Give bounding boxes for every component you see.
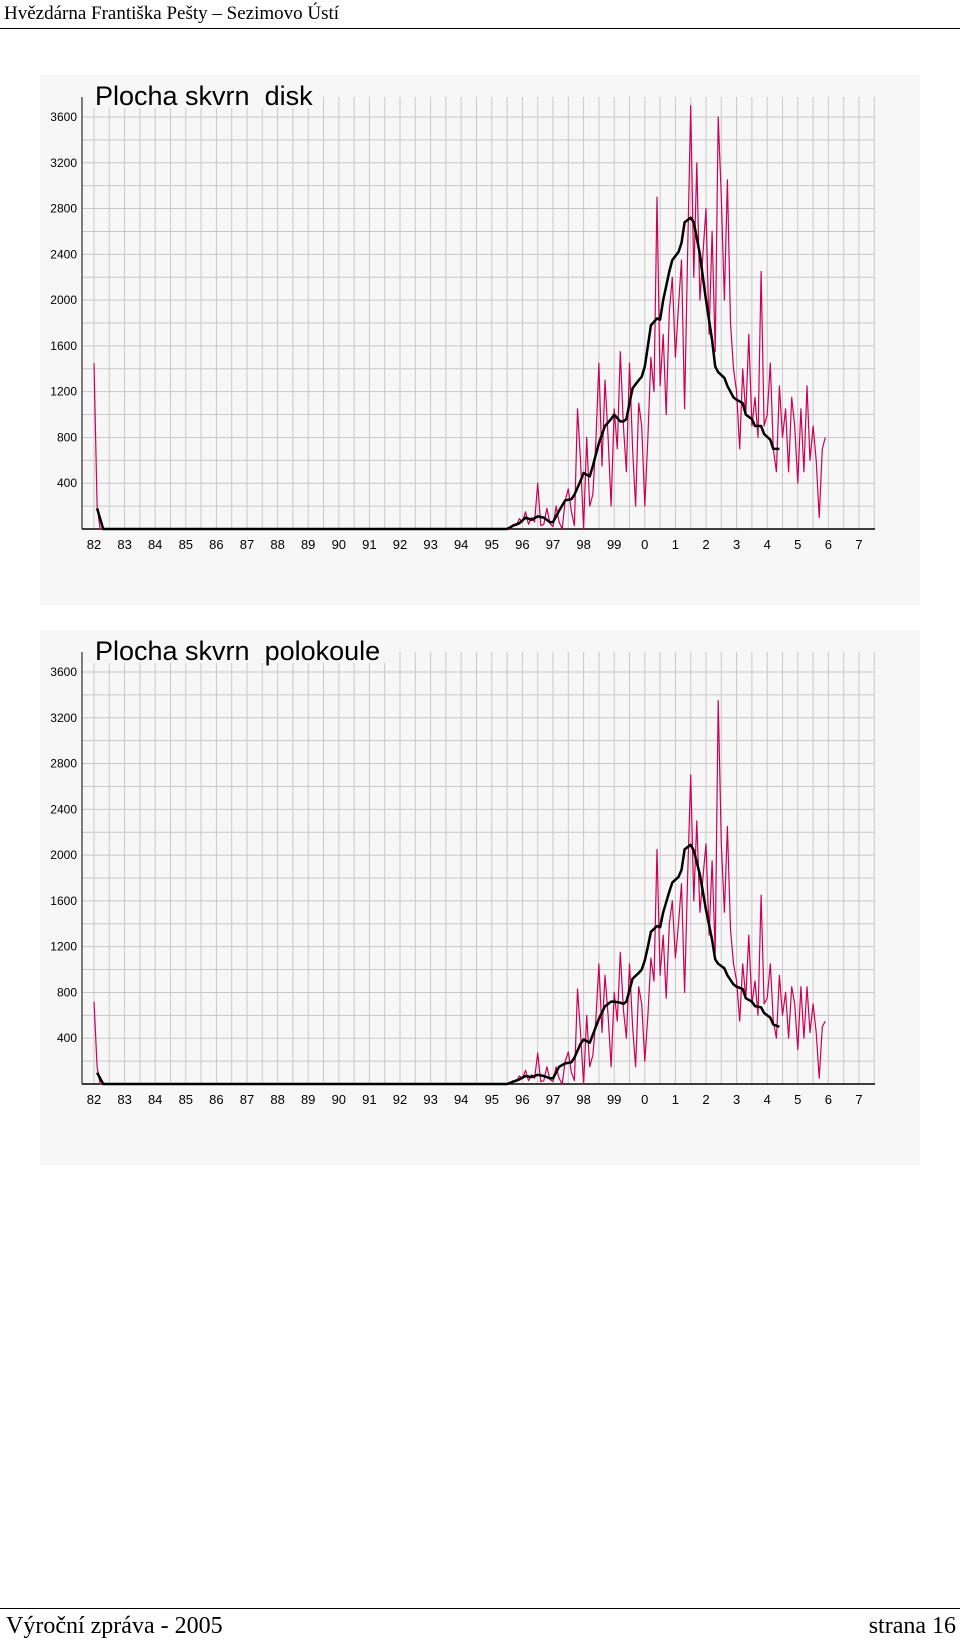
x-tick-label: 90 — [332, 1092, 346, 1107]
x-tick-label: 7 — [855, 537, 862, 552]
x-tick-label: 87 — [240, 537, 254, 552]
x-tick-label: 93 — [423, 1092, 437, 1107]
x-tick-label: 85 — [179, 537, 193, 552]
y-tick-label: 3200 — [50, 156, 77, 170]
x-tick-label: 4 — [764, 537, 771, 552]
page-header: Hvězdárna Františka Pešty – Sezimovo Úst… — [0, 0, 960, 29]
y-tick-label: 2000 — [50, 293, 77, 307]
x-tick-label: 88 — [270, 1092, 284, 1107]
x-tick-label: 83 — [117, 1092, 131, 1107]
x-tick-label: 91 — [362, 537, 376, 552]
y-tick-label: 3200 — [50, 711, 77, 725]
x-tick-label: 83 — [117, 537, 131, 552]
x-tick-label: 2 — [702, 537, 709, 552]
x-tick-label: 94 — [454, 537, 468, 552]
x-tick-label: 3 — [733, 1092, 740, 1107]
x-tick-label: 5 — [794, 537, 801, 552]
x-tick-label: 85 — [179, 1092, 193, 1107]
footer-report-title: Výroční zpráva - 2005 — [6, 1613, 223, 1639]
y-tick-label: 400 — [57, 476, 77, 490]
x-tick-label: 91 — [362, 1092, 376, 1107]
x-tick-label: 1 — [672, 1092, 679, 1107]
x-tick-label: 90 — [332, 537, 346, 552]
y-tick-label: 800 — [57, 985, 77, 999]
x-tick-label: 96 — [515, 537, 529, 552]
x-tick-label: 6 — [825, 1092, 832, 1107]
x-tick-label: 98 — [576, 537, 590, 552]
x-tick-label: 7 — [855, 1092, 862, 1107]
series-line-smoothed — [95, 843, 780, 1086]
x-tick-label: 95 — [485, 537, 499, 552]
x-tick-label: 93 — [423, 537, 437, 552]
series-line-monthly — [93, 700, 826, 1085]
x-tick-label: 94 — [454, 1092, 468, 1107]
x-tick-label: 84 — [148, 537, 162, 552]
y-tick-label: 2800 — [50, 202, 77, 216]
x-tick-label: 89 — [301, 537, 315, 552]
y-tick-label: 3600 — [50, 110, 77, 124]
y-tick-label: 2000 — [50, 848, 77, 862]
x-tick-label: 84 — [148, 1092, 162, 1107]
x-tick-label: 86 — [209, 537, 223, 552]
chart-area-hemisphere: 400 800 1200 1600 2000 2400 2800 3200 3600 82 83 84… — [40, 630, 920, 1165]
x-tick-label: 0 — [641, 537, 648, 552]
y-tick-label: 800 — [57, 430, 77, 444]
x-tick-label: 92 — [393, 1092, 407, 1107]
y-tick-label: 1600 — [50, 894, 77, 908]
chart-title-background — [90, 78, 320, 108]
x-tick-label: 82 — [87, 1092, 101, 1107]
x-tick-label: 0 — [641, 1092, 648, 1107]
x-tick-label: 99 — [607, 537, 621, 552]
x-tick-label: 88 — [270, 537, 284, 552]
x-tick-label: 86 — [209, 1092, 223, 1107]
x-tick-label: 3 — [733, 537, 740, 552]
x-tick-label: 82 — [87, 537, 101, 552]
chart-title: Plocha skvrn polokoule — [95, 636, 380, 666]
chart-disk: 400 800 1200 1600 2000 2400 2800 3200 3600 82 83 84… — [50, 78, 875, 552]
x-tick-label: 92 — [393, 537, 407, 552]
series-line-monthly — [93, 105, 826, 530]
y-tick-label: 1200 — [50, 940, 77, 954]
y-tick-label: 2800 — [50, 757, 77, 771]
x-tick-label: 97 — [546, 537, 560, 552]
x-tick-label: 2 — [702, 1092, 709, 1107]
y-tick-label: 2400 — [50, 802, 77, 816]
x-tick-label: 95 — [485, 1092, 499, 1107]
page-header-title: Hvězdárna Františka Pešty – Sezimovo Úst… — [4, 3, 340, 24]
x-tick-label: 99 — [607, 1092, 621, 1107]
y-tick-label: 1200 — [50, 385, 77, 399]
x-tick-label: 97 — [546, 1092, 560, 1107]
series-line-smoothed — [95, 216, 780, 531]
footer-page-number: strana 16 — [868, 1613, 956, 1639]
y-tick-label: 3600 — [50, 665, 77, 679]
x-tick-label: 4 — [764, 1092, 771, 1107]
chart-area-disk: 400 800 1200 1600 2000 2400 2800 3200 3600 82 83 84… — [40, 75, 920, 605]
x-tick-label: 1 — [672, 537, 679, 552]
x-tick-label: 87 — [240, 1092, 254, 1107]
x-tick-label: 96 — [515, 1092, 529, 1107]
x-tick-label: 98 — [576, 1092, 590, 1107]
y-tick-label: 400 — [57, 1031, 77, 1045]
chart-title: Plocha skvrn disk — [95, 81, 313, 111]
chart-title-background — [90, 633, 388, 663]
y-tick-label: 2400 — [50, 247, 77, 261]
chart-hemisphere: 400 800 1200 1600 2000 2400 2800 3200 3600 82 83 84… — [50, 633, 875, 1107]
y-tick-label: 1600 — [50, 339, 77, 353]
x-tick-label: 6 — [825, 537, 832, 552]
x-tick-label: 89 — [301, 1092, 315, 1107]
x-tick-label: 5 — [794, 1092, 801, 1107]
page-footer: Výroční zpráva - 2005 strana 16 — [0, 1608, 960, 1643]
